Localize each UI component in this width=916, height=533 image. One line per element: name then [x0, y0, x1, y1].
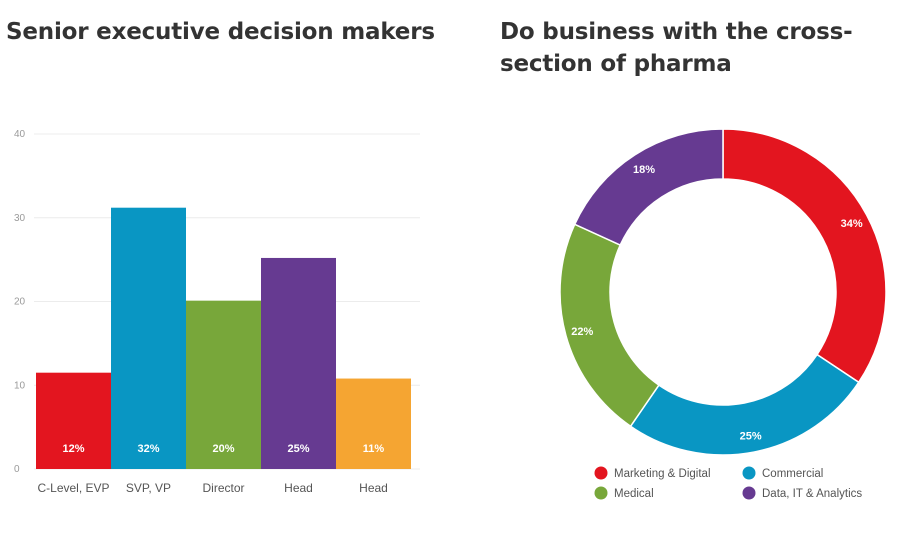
y-tick-label: 40 [14, 129, 26, 140]
bar [336, 378, 411, 469]
legend-label: Medical [614, 488, 654, 500]
legend-label: Marketing & Digital [614, 468, 711, 480]
y-tick-label: 0 [14, 464, 20, 475]
bar-value-label: 32% [137, 443, 159, 455]
bar [186, 300, 261, 469]
x-tick-label: SVP, VP [126, 481, 171, 495]
legend-label: Data, IT & Analytics [762, 488, 862, 500]
bar-value-label: 11% [363, 443, 385, 455]
slice-value-label: 22% [571, 326, 593, 338]
x-tick-label: C-Level, EVP [37, 481, 109, 495]
legend-swatch [742, 466, 756, 480]
legend-swatch [594, 486, 608, 500]
slice-value-label: 34% [841, 218, 863, 230]
bar-value-label: 25% [287, 443, 309, 455]
bar-chart-title: Senior executive decision makers [6, 19, 435, 45]
donut-chart-title: Do business with the cross-section of ph… [500, 19, 853, 77]
bar-value-label: 12% [62, 443, 84, 455]
bar [111, 207, 186, 469]
y-tick-label: 30 [14, 213, 26, 224]
slice-value-label: 25% [740, 430, 762, 442]
legend-swatch [594, 466, 608, 480]
bar-value-label: 20% [212, 443, 234, 455]
bar [36, 372, 111, 469]
legend-label: Commercial [762, 468, 823, 480]
donut-slice [573, 128, 724, 247]
x-tick-label: Head [359, 481, 388, 495]
legend-swatch [742, 486, 756, 500]
bar [261, 257, 336, 469]
y-tick-label: 10 [14, 380, 26, 391]
y-tick-label: 20 [14, 297, 26, 308]
donut-slice [722, 128, 887, 384]
slice-value-label: 18% [633, 164, 655, 176]
x-tick-label: Head [284, 481, 313, 495]
x-tick-label: Director [202, 481, 244, 495]
